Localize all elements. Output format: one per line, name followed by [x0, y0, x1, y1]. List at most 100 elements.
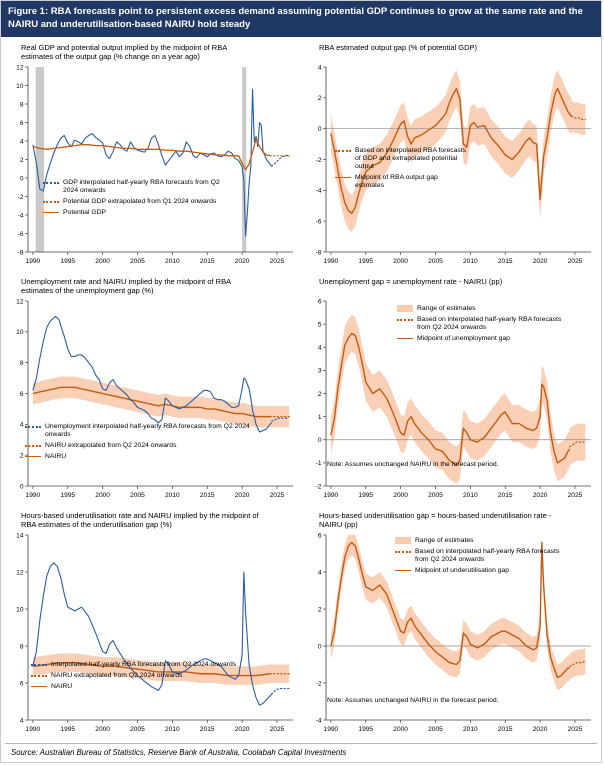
svg-text:2015: 2015	[498, 726, 513, 733]
chart-legend: Based on interpolated RBA forecasts of G…	[335, 147, 467, 193]
svg-text:2015: 2015	[498, 258, 513, 265]
y-axis: -4 -2 0 2 4 6	[316, 532, 326, 724]
svg-text:10: 10	[16, 329, 24, 336]
svg-text:2020: 2020	[235, 726, 250, 733]
chart-note: Note: Assumes unchanged NAIRU in the for…	[327, 460, 499, 468]
legend-item: Range of estimates	[395, 536, 571, 545]
svg-text:2: 2	[20, 156, 24, 163]
dotted-line-swatch-icon	[25, 425, 41, 428]
recession-shading	[35, 66, 45, 252]
dotted-line-swatch-icon	[31, 674, 47, 677]
solid-line-swatch-icon	[335, 176, 351, 178]
underutilisation-gap-forecast-range-band	[569, 647, 586, 679]
svg-text:1990: 1990	[324, 492, 339, 499]
legend-item: Midpoint of unemployment gap	[397, 335, 569, 343]
series-unemployment-gap-forecast	[569, 441, 587, 447]
svg-text:2: 2	[318, 95, 322, 102]
svg-text:2000: 2000	[393, 492, 408, 499]
range-band-swatch-icon	[395, 536, 411, 544]
svg-text:2005: 2005	[130, 492, 145, 499]
y-axis: 0 2 4 6 8 10 12	[16, 298, 28, 490]
legend-item: Based on interpolated half-yearly RBA fo…	[397, 316, 569, 332]
solid-line-swatch-icon	[43, 211, 59, 213]
chart-plot: -8 -6 -4 -2 0 2 4 1990 1995 2000 2005 2010 2015 2020 2…	[305, 63, 597, 265]
axes	[325, 534, 591, 721]
legend-label: Interpolated half-yearly RBA forecasts f…	[51, 660, 237, 668]
svg-text:6: 6	[318, 532, 322, 539]
svg-text:-6: -6	[18, 230, 24, 237]
svg-text:6: 6	[20, 119, 24, 126]
chart-title: Unemployment rate and NAIRU implied by t…	[21, 276, 231, 295]
svg-text:2015: 2015	[200, 492, 215, 499]
svg-text:8: 8	[20, 360, 24, 367]
legend-label: Midpoint of underutilisation gap	[415, 566, 510, 574]
svg-text:2020: 2020	[533, 492, 548, 499]
chart-legend: Interpolated half-yearly RBA forecasts f…	[31, 661, 261, 694]
legend-item: NAIRU extrapolated from Q2 2024 onwards	[31, 672, 261, 680]
dotted-line-swatch-icon	[395, 550, 411, 553]
x-axis: 1990 1995 2000 2005 2010 2015 2020 2025	[324, 251, 583, 265]
svg-text:5: 5	[318, 321, 322, 328]
svg-text:-4: -4	[316, 187, 322, 194]
svg-text:6: 6	[318, 298, 322, 305]
svg-text:2010: 2010	[165, 492, 180, 499]
chart-legend: Range of estimates Based on interpolated …	[397, 304, 569, 346]
x-axis: 1990 1995 2000 2005 2010 2015 2020 2025	[26, 485, 285, 499]
chart-canvas: -4 -2 0 2 4 6 1990 1995 2000 2005 2010 2015 2020 2025	[316, 532, 591, 733]
svg-text:2000: 2000	[393, 258, 408, 265]
legend-item: Midpoint of underutilisation gap	[395, 567, 571, 575]
svg-text:2: 2	[318, 390, 322, 397]
svg-text:0: 0	[20, 175, 24, 182]
legend-item: Midpoint of RBA output gap estimates	[335, 174, 467, 190]
panel-gdp-potential-output: Real GDP and potential output implied by…	[3, 39, 301, 273]
series-unemployment-rate	[32, 315, 273, 433]
nairu-extrapolated-range-band	[269, 405, 290, 428]
svg-text:2015: 2015	[498, 492, 513, 499]
svg-text:1995: 1995	[358, 726, 373, 733]
series-output-gap-forecast	[570, 115, 587, 120]
solid-line-swatch-icon	[31, 685, 47, 687]
midpoint-of-underutilisation-gap-range-band	[330, 534, 570, 691]
chart-title: Unemployment gap = unemployment rate - N…	[319, 276, 503, 286]
legend-label: Based on interpolated half-yearly RBA fo…	[417, 315, 562, 331]
svg-text:4: 4	[20, 138, 24, 145]
chart-plot: 0 2 4 6 8 10 12 1990 1995 2000 2005 2010 2015 2020 202…	[7, 297, 299, 499]
y-axis: -2 -1 0 1 2 3 4 5 6	[316, 298, 326, 490]
svg-text:2025: 2025	[568, 726, 583, 733]
legend-item: NAIRU	[25, 453, 263, 461]
solid-line-swatch-icon	[395, 569, 411, 571]
svg-text:2005: 2005	[428, 492, 443, 499]
dotted-line-swatch-icon	[335, 149, 351, 152]
svg-text:-2: -2	[316, 680, 322, 687]
svg-text:2005: 2005	[130, 258, 145, 265]
svg-text:1995: 1995	[60, 726, 75, 733]
svg-text:2010: 2010	[165, 726, 180, 733]
svg-text:2020: 2020	[235, 258, 250, 265]
svg-text:0: 0	[318, 643, 322, 650]
svg-text:-1: -1	[316, 460, 322, 467]
legend-label: Based on interpolated half-yearly RBA fo…	[415, 547, 560, 563]
svg-text:2000: 2000	[95, 492, 110, 499]
svg-text:8: 8	[20, 643, 24, 650]
svg-text:12: 12	[16, 64, 24, 71]
panel-output-gap: RBA estimated output gap (% of potential…	[301, 39, 599, 273]
chart-plot: 4 6 8 10 12 14 1990 1995 2000 2005 2010 2015 2020 202…	[7, 531, 299, 733]
legend-item: Potential GDP	[43, 209, 235, 217]
panel-unemployment-nairu: Unemployment rate and NAIRU implied by t…	[3, 273, 301, 507]
svg-text:-8: -8	[316, 249, 322, 256]
midpoint-of-rba-output-gap-estimates-range-band	[330, 69, 572, 232]
svg-text:2010: 2010	[463, 726, 478, 733]
chart-canvas: 4 6 8 10 12 14 1990 1995 2000 2005 2010 2015 2020 202…	[16, 532, 293, 733]
legend-label: NAIRU	[45, 452, 67, 460]
series-midpoint-of-underutilisation-gap	[330, 541, 570, 678]
svg-text:10: 10	[16, 82, 24, 89]
midpoint-of-unemployment-gap-range-band	[330, 314, 570, 484]
axes	[27, 534, 293, 721]
svg-text:0: 0	[20, 483, 24, 490]
svg-text:1995: 1995	[358, 492, 373, 499]
legend-label: Range of estimates	[417, 304, 476, 312]
svg-text:1995: 1995	[60, 258, 75, 265]
svg-text:4: 4	[318, 344, 322, 351]
